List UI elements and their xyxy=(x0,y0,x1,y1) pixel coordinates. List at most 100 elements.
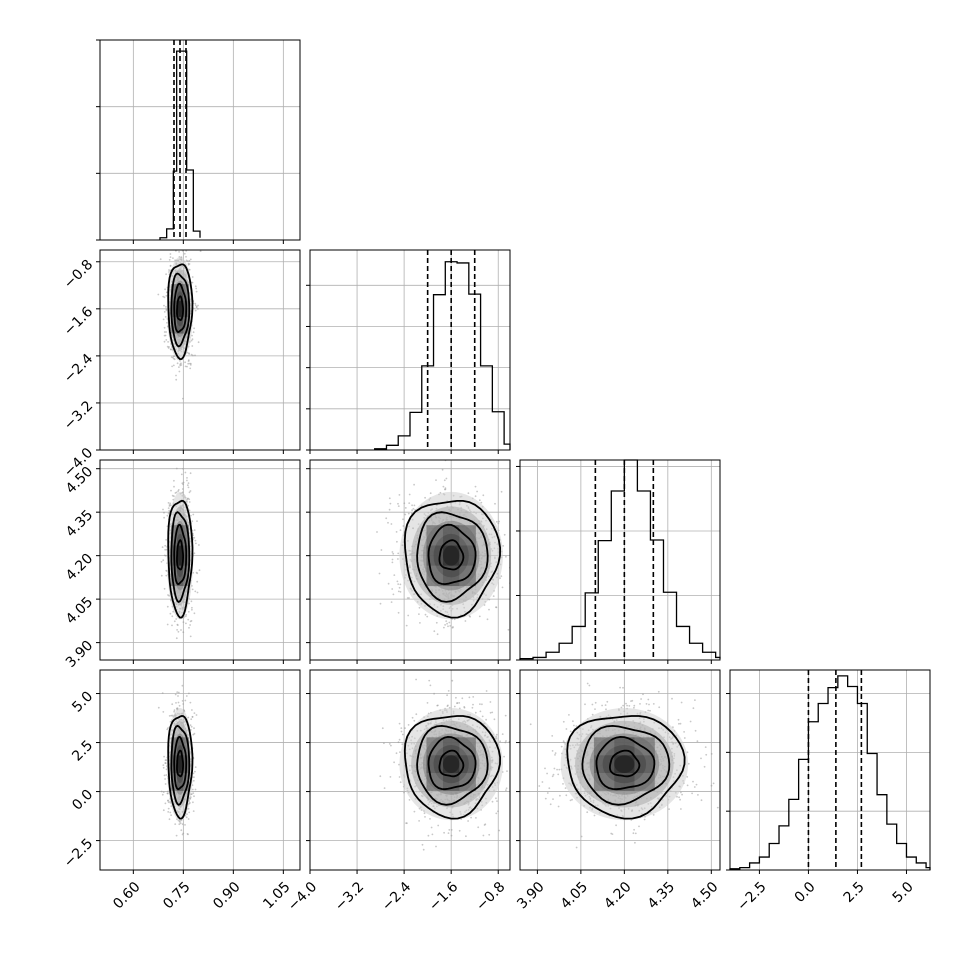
scatter-point xyxy=(184,365,187,368)
scatter-point xyxy=(396,580,399,583)
scatter-point xyxy=(408,799,411,801)
scatter-point xyxy=(175,702,177,704)
scatter-point xyxy=(182,467,185,470)
scatter-point xyxy=(692,780,694,783)
scatter-point xyxy=(628,705,631,707)
scatter-point xyxy=(482,494,485,497)
scatter-point xyxy=(163,331,166,333)
scatter-point xyxy=(404,513,407,516)
contour-level-3 xyxy=(403,500,502,619)
scatter-point xyxy=(391,558,394,561)
scatter-point xyxy=(407,614,410,617)
hist-panel-3 xyxy=(726,669,931,874)
scatter-point xyxy=(433,630,436,633)
scatter-point xyxy=(517,813,519,815)
scatter-point xyxy=(195,290,198,293)
scatter-point xyxy=(178,821,181,823)
scatter-point xyxy=(447,625,449,628)
scatter-point xyxy=(165,569,168,572)
hist-frame-3 xyxy=(729,669,931,871)
scatter-point xyxy=(194,770,196,773)
scatter-point xyxy=(399,751,401,753)
scatter-point xyxy=(187,618,190,621)
scatter-point xyxy=(478,615,481,618)
scatter-point xyxy=(173,620,176,623)
scatter-point xyxy=(197,308,199,310)
scatter-point xyxy=(505,787,508,790)
scatter-point xyxy=(539,722,541,724)
scatter-point xyxy=(189,258,192,261)
pair-panel-2-1 xyxy=(306,459,518,664)
scatter-point xyxy=(498,829,501,832)
scatter-point xyxy=(453,705,456,708)
contour-level-2 xyxy=(416,724,489,806)
scatter-point xyxy=(497,810,499,813)
scatter-point xyxy=(399,583,402,586)
scatter-point xyxy=(412,507,415,510)
scatter-point xyxy=(418,820,420,822)
scatter-point xyxy=(194,304,197,307)
scatter-point xyxy=(162,318,165,321)
scatter-point xyxy=(444,488,447,491)
scatter-point xyxy=(193,529,196,531)
scatter-point xyxy=(169,721,172,723)
scatter-point xyxy=(177,819,180,822)
scatter-point xyxy=(166,514,169,517)
scatter-point xyxy=(164,783,167,785)
scatter-point xyxy=(191,276,194,278)
scatter-point xyxy=(516,589,518,591)
scatter-point xyxy=(163,511,165,514)
scatter-point xyxy=(575,846,578,849)
scatter-point xyxy=(529,723,532,726)
scatter-point xyxy=(192,810,195,812)
scatter-point xyxy=(504,741,507,744)
scatter-point xyxy=(185,816,188,819)
scatter-point xyxy=(174,823,177,825)
scatter-point xyxy=(679,798,681,801)
scatter-point xyxy=(397,552,400,555)
scatter-point xyxy=(501,733,504,735)
scatter-point xyxy=(163,755,166,758)
scatter-point xyxy=(164,802,167,805)
scatter-point xyxy=(190,600,193,603)
scatter-point xyxy=(187,482,190,484)
scatter-point xyxy=(173,485,175,488)
scatter-point xyxy=(465,835,467,838)
scatter-point xyxy=(190,620,193,622)
scatter-point xyxy=(447,690,450,692)
scatter-point xyxy=(198,544,200,546)
scatter-point xyxy=(562,720,565,723)
scatter-point xyxy=(694,699,696,701)
scatter-point xyxy=(169,348,172,351)
scatter-point xyxy=(495,733,498,736)
scatter-point xyxy=(174,693,177,696)
scatter-point xyxy=(397,505,400,507)
scatter-point xyxy=(194,539,197,542)
scatter-point xyxy=(594,708,596,710)
scatter-point xyxy=(173,479,175,482)
scatter-point xyxy=(193,536,196,539)
scatter-point xyxy=(165,294,168,297)
scatter-point xyxy=(186,365,188,368)
scatter-point xyxy=(163,774,166,777)
scatter-point xyxy=(700,757,702,760)
scatter-point xyxy=(397,741,400,744)
scatter-point xyxy=(164,762,167,765)
scatter-point xyxy=(593,814,596,817)
scatter-point xyxy=(189,701,192,704)
scatter-point xyxy=(165,273,168,276)
contour-level-1 xyxy=(427,523,477,586)
scatter-point xyxy=(162,559,165,562)
scatter-point xyxy=(184,245,186,247)
scatter-point xyxy=(397,558,399,560)
scatter-point xyxy=(689,720,692,723)
density-bin xyxy=(177,284,183,301)
scatter-point xyxy=(491,800,494,803)
scatter-point xyxy=(696,740,699,743)
scatter-point xyxy=(497,522,500,525)
scatter-point xyxy=(444,487,447,489)
scatter-point xyxy=(502,545,505,547)
contour-level-0 xyxy=(176,539,184,571)
scatter-point xyxy=(191,345,194,347)
